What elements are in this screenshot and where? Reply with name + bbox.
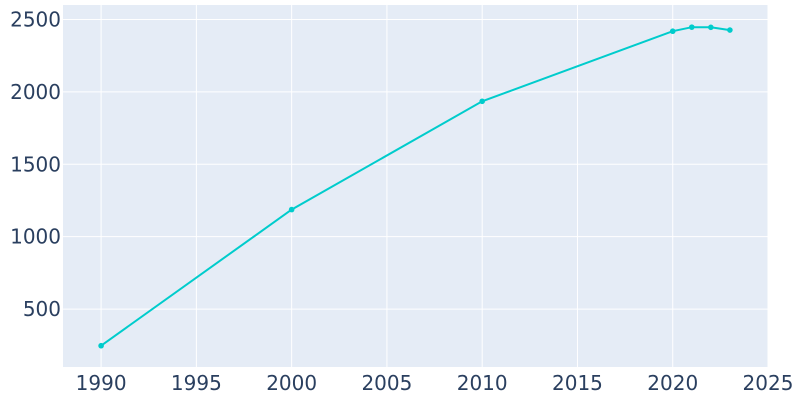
data-point <box>688 24 695 30</box>
x-tick-label: 1995 <box>171 371 222 395</box>
y-tick-label: 2500 <box>10 7 61 31</box>
x-tick-label: 2005 <box>361 371 412 395</box>
data-point <box>479 98 485 105</box>
plot-area <box>63 5 768 367</box>
y-tick-label: 1500 <box>10 152 61 176</box>
y-tick-label: 2000 <box>10 80 61 104</box>
x-tick-label: 1990 <box>76 371 127 395</box>
x-tick-label: 2010 <box>457 371 508 395</box>
y-tick-label: 500 <box>23 297 61 321</box>
x-tick-label: 2015 <box>552 371 603 395</box>
x-tick-label: 2020 <box>647 371 698 395</box>
data-point <box>288 206 295 213</box>
y-tick-label: 1000 <box>10 225 61 249</box>
x-tick-label: 2025 <box>743 371 794 395</box>
series-markers <box>98 24 733 349</box>
data-point <box>669 28 676 35</box>
data-point <box>708 24 714 31</box>
x-axis-tick-labels: 1990 1995 2000 2005 2010 2015 2020 2025 <box>76 371 794 395</box>
y-axis-tick-labels: 500 1000 1500 2000 2500 <box>10 7 61 321</box>
data-point <box>727 27 733 33</box>
x-tick-label: 2000 <box>266 371 317 395</box>
data-point <box>98 342 104 349</box>
